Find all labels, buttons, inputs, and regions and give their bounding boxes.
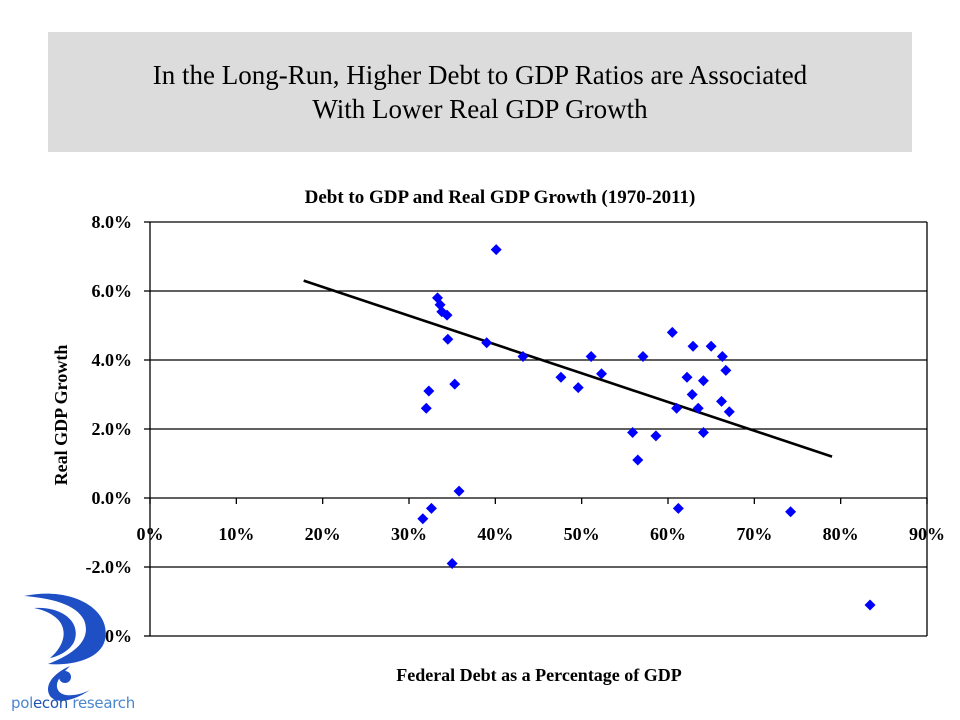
chart-title: Debt to GDP and Real GDP Growth (1970-20…: [305, 187, 696, 208]
data-point: [692, 402, 704, 414]
data-point: [864, 599, 876, 611]
data-point: [785, 506, 797, 518]
data-point: [671, 402, 683, 414]
logo-text-pol: pol: [11, 694, 33, 712]
data-point: [672, 502, 684, 514]
data-point: [720, 364, 732, 376]
data-point: [423, 385, 435, 397]
y-tick-label: 2.0%: [92, 419, 133, 439]
data-point: [572, 382, 584, 394]
polecon-logo-text: polecon research: [11, 694, 135, 712]
data-point: [716, 395, 728, 407]
x-tick-label: 20%: [305, 524, 341, 544]
data-point: [517, 351, 529, 363]
y-axis-title: Real GDP Growth: [51, 345, 71, 486]
data-point: [686, 389, 698, 400]
trendline-group: [303, 279, 833, 458]
data-point: [585, 351, 597, 363]
data-point: [697, 426, 709, 438]
data-point: [681, 371, 693, 383]
axes: [144, 221, 928, 637]
data-point: [481, 337, 493, 349]
data-point: [697, 375, 709, 387]
data-point: [637, 351, 649, 363]
data-point: [442, 333, 454, 345]
polecon-logo-icon: [24, 593, 106, 701]
slide-headline-line-1: In the Long-Run, Higher Debt to GDP Rati…: [152, 60, 808, 90]
data-point: [723, 406, 735, 418]
trendline: [303, 279, 833, 458]
y-tick-label: 8.0%: [92, 212, 133, 232]
gridlines: [150, 221, 927, 637]
y-tick-label: -2.0%: [86, 557, 133, 577]
data-point: [632, 454, 644, 466]
x-tick-label: 70%: [736, 524, 772, 544]
logo-text-econ: econ: [32, 694, 68, 712]
x-tick-label: 40%: [477, 524, 513, 544]
data-point: [650, 430, 662, 442]
y-tick-label: 6.0%: [92, 281, 133, 301]
slide-headline-line-2: With Lower Real GDP Growth: [312, 94, 648, 124]
x-tick-label: 10%: [218, 524, 254, 544]
data-point: [446, 558, 458, 570]
data-point: [425, 502, 437, 514]
x-tick-label: 30%: [391, 524, 427, 544]
data-point: [687, 340, 699, 352]
data-point: [596, 368, 608, 380]
data-point: [453, 485, 465, 497]
x-tick-labels: 0% 10% 20% 30% 40% 50% 60% 70% 80% 90%: [137, 524, 946, 544]
x-tick-label: 90%: [909, 524, 945, 544]
data-point: [449, 378, 461, 390]
data-point: [716, 351, 728, 363]
x-tick-label: 60%: [650, 524, 686, 544]
data-point: [420, 402, 432, 414]
x-tick-label: 0%: [137, 524, 164, 544]
x-axis-title: Federal Debt as a Percentage of GDP: [396, 665, 682, 685]
x-tick-label: 50%: [564, 524, 600, 544]
data-point: [441, 309, 453, 321]
data-point: [627, 426, 639, 438]
y-tick-label: 4.0%: [92, 350, 133, 370]
data-points: [417, 244, 876, 611]
data-point: [490, 244, 502, 256]
x-tick-label: 80%: [823, 524, 859, 544]
y-tick-label: 0.0%: [92, 488, 133, 508]
data-point: [555, 371, 567, 383]
data-point: [666, 326, 678, 338]
slide-headline-box: In the Long-Run, Higher Debt to GDP Rati…: [48, 32, 912, 152]
y-tick-labels: 8.0%6.0%4.0%2.0%0.0%-2.0%-4.0%: [86, 212, 133, 646]
logo-text-research: research: [67, 694, 135, 712]
data-point: [417, 513, 429, 525]
data-point: [705, 340, 717, 352]
